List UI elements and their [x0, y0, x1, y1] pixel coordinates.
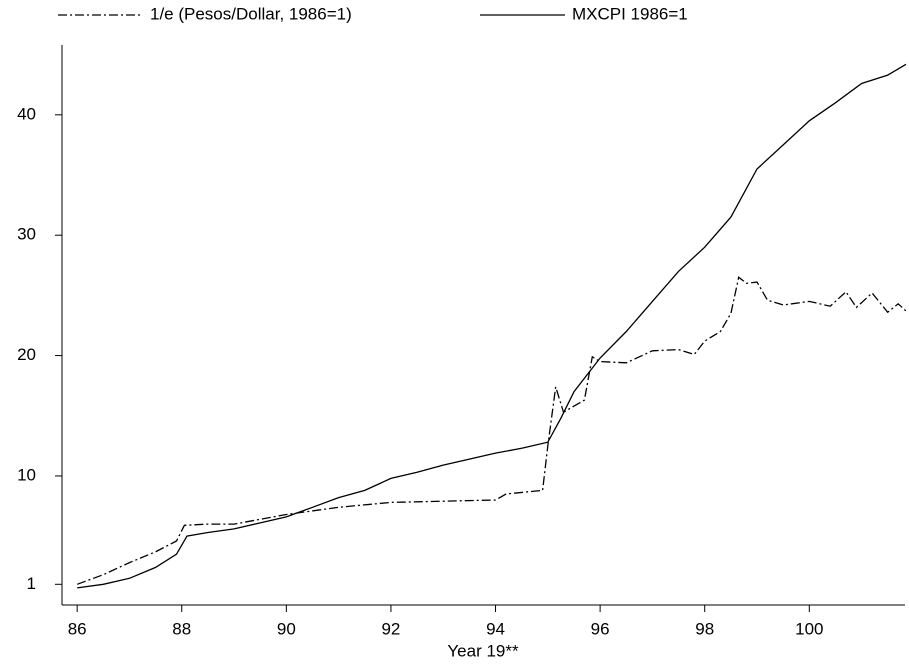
series-line	[77, 63, 907, 589]
x-tick-label: 96	[591, 619, 610, 638]
x-tick-label: 88	[172, 619, 191, 638]
y-tick-label: 1	[27, 574, 36, 593]
y-tick-label: 20	[17, 345, 36, 364]
x-tick-label: 86	[68, 619, 87, 638]
x-tick-label: 90	[277, 619, 296, 638]
x-tick-label: 100	[795, 619, 823, 638]
legend-label: MXCPI 1986=1	[572, 4, 688, 23]
x-tick-label: 94	[486, 619, 505, 638]
y-tick-label: 10	[17, 465, 36, 484]
y-tick-label: 40	[17, 104, 36, 123]
y-tick-label: 30	[17, 225, 36, 244]
legend-label: 1/e (Pesos/Dollar, 1986=1)	[150, 4, 352, 23]
x-tick-label: 98	[695, 619, 714, 638]
series-line	[76, 276, 907, 585]
x-tick-label: 92	[381, 619, 400, 638]
x-axis-title: Year 19**	[447, 641, 519, 660]
